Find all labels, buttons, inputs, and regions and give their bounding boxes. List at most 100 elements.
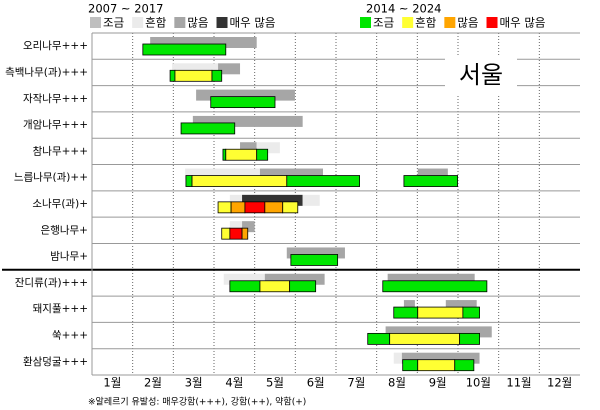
x-tick-label: 5월 [266, 376, 284, 390]
x-tick-label: 10월 [466, 376, 491, 390]
legend-label: 매우 많음 [500, 16, 546, 30]
legend-swatch [132, 17, 144, 28]
past-segment [229, 221, 243, 233]
recent-segment [264, 201, 284, 214]
recent-segment [417, 306, 464, 319]
recent-segment [211, 69, 223, 82]
x-tick-label: 12월 [547, 376, 572, 390]
row-label: 자작나무+++ [23, 93, 88, 105]
row-label: 은행나무+ [41, 224, 88, 236]
legend-label: 조금 [103, 16, 124, 30]
past-segment [242, 221, 255, 233]
legend-swatch [174, 17, 186, 28]
recent-segment [393, 306, 419, 319]
plot [2, 32, 580, 376]
row-label: 오리나무+++ [23, 40, 88, 52]
legend-swatch [402, 17, 414, 28]
recent-segment [230, 201, 246, 214]
recent-segment [180, 122, 236, 135]
past-segment [385, 326, 492, 338]
row-label: 참나무+++ [33, 145, 88, 157]
past-segment [172, 63, 219, 75]
row-label: 느릅나무(과)++ [14, 172, 88, 184]
row-label: 돼지풀+++ [33, 303, 88, 315]
recent-segment [191, 175, 288, 187]
row-label: 밤나무+ [50, 251, 88, 263]
x-tick-label: 9월 [429, 376, 447, 390]
row-label: 쑥+++ [52, 330, 88, 342]
past-segment [393, 352, 402, 364]
recent-segment [382, 280, 488, 293]
row-label: 개암나무+++ [23, 119, 88, 131]
past-segment [242, 194, 303, 206]
past-segment [302, 194, 320, 206]
recent-segment [389, 332, 461, 345]
recent-segment [367, 332, 391, 345]
recent-segment [402, 359, 419, 372]
recent-segment [174, 69, 213, 82]
legend-label: 흔함 [415, 16, 437, 30]
past-segment [445, 300, 477, 312]
recent-segment [259, 280, 291, 293]
legend-label: 매우 많음 [230, 16, 276, 30]
recent-segment [256, 148, 269, 161]
recent-segment [241, 227, 249, 240]
recent-segment [459, 332, 480, 345]
recent-segment [244, 201, 266, 214]
recent-segment [221, 227, 231, 240]
city-box [445, 57, 517, 95]
past-segment [401, 352, 480, 364]
past-segment [196, 89, 295, 101]
recent-segment [462, 306, 480, 319]
x-tick-label: 7월 [347, 376, 365, 390]
past-segment [417, 168, 448, 180]
recent-segment [282, 201, 299, 214]
row-label: 환삼덩굴+++ [23, 356, 88, 368]
legend-swatch [90, 17, 101, 28]
recent-segment [222, 148, 227, 161]
legend-swatch [216, 17, 228, 28]
recent-segment [289, 280, 317, 293]
past-segment [264, 273, 325, 285]
recent-segment [225, 148, 258, 161]
recent-segment [229, 280, 261, 293]
legend-label: 흔함 [145, 16, 167, 30]
recent-segment [229, 227, 243, 240]
past-segment [229, 194, 243, 206]
row-label: 소나무(과)+ [32, 198, 88, 210]
past-segment [223, 273, 265, 285]
past-segment [286, 247, 345, 259]
past-segment [403, 300, 415, 312]
legend-swatch [360, 17, 371, 28]
city-label: 서울 [459, 61, 503, 89]
past-segment [259, 168, 323, 180]
x-tick-label: 3월 [185, 376, 203, 390]
past-segment [185, 168, 260, 180]
past-segment [192, 115, 303, 127]
past-segment [218, 63, 241, 75]
x-tick-label: 1월 [103, 376, 121, 390]
recent-segment [185, 175, 193, 187]
recent-segment [403, 175, 458, 187]
legend-title: 2014 ~ 2024 [366, 2, 441, 16]
footnote: ※알레르기 유발성: 매우강함(+++), 강함(++), 약함(+) [88, 396, 306, 408]
x-tick-label: 8월 [388, 376, 406, 390]
recent-segment [142, 43, 227, 56]
recent-segment [454, 359, 475, 372]
past-segment [150, 37, 257, 48]
recent-segment [290, 254, 339, 266]
x-tick-label: 4월 [225, 376, 243, 390]
recent-segment [417, 359, 456, 372]
legend-label: 조금 [373, 16, 394, 30]
legend-label: 많음 [457, 16, 478, 30]
x-tick-label: 6월 [307, 376, 325, 390]
legend-swatch [486, 17, 498, 28]
row-label: 측백나무(과)+++ [5, 66, 88, 78]
recent-segment [286, 175, 360, 187]
legend-label: 많음 [187, 16, 208, 30]
recent-segment [217, 201, 232, 214]
legend-swatch [444, 17, 456, 28]
x-tick-label: 11월 [506, 376, 531, 390]
row-label: 잔디류(과)+++ [15, 277, 88, 289]
